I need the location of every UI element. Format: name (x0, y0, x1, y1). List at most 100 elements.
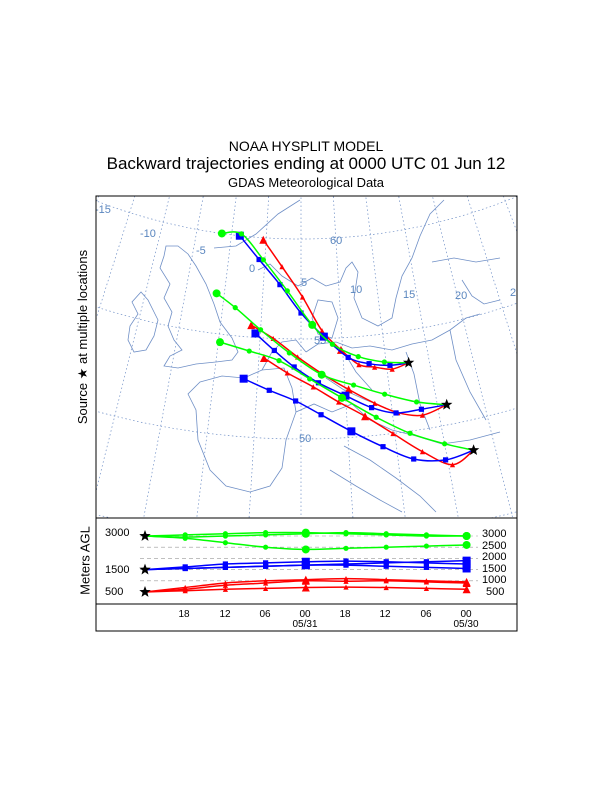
trajectory-point-marker (380, 444, 386, 450)
trajectory-point-marker (263, 578, 269, 584)
trajectory-point-marker (423, 578, 429, 584)
longitude-line (96, 196, 170, 493)
trajectory-point-marker (217, 229, 226, 238)
trajectory-point-marker (276, 358, 282, 364)
trajectory-tracks (212, 229, 480, 468)
trajectory-point-marker (390, 430, 396, 437)
trajectory-point-marker (442, 441, 448, 447)
trajectory-point-marker (383, 532, 389, 538)
trajectory-point-marker (232, 305, 238, 311)
trajectory-point-marker (216, 338, 225, 347)
left-level-label: 500 (105, 586, 123, 598)
coast-low-countries (261, 339, 307, 371)
trajectory-point-marker (286, 350, 292, 356)
lon-label: -10 (140, 228, 156, 240)
trajectory-point-marker (301, 545, 310, 554)
lon-label: 10 (350, 284, 362, 296)
x-tick-label: 00 (299, 609, 311, 620)
trajectory-point-marker (293, 398, 299, 404)
longitude-line (466, 196, 517, 356)
trajectory-point-marker (462, 556, 471, 565)
trajectory-point-marker (222, 540, 228, 546)
coastlines (127, 199, 501, 513)
coast-denmark (311, 299, 339, 339)
x-date-label: 05/30 (453, 619, 478, 630)
lon-label: -5 (196, 245, 206, 257)
trajectory-point-marker (423, 533, 429, 539)
trajectory-point-marker (366, 361, 372, 367)
trajectory-point-marker (315, 380, 322, 386)
trajectory-line (263, 357, 475, 466)
longitude-line (332, 196, 354, 518)
data-source-label: GDAS Meteorological Data (227, 175, 385, 190)
trajectory-point-marker (419, 449, 426, 455)
time-axis: 18 12 06 00 18 12 06 00 05/31 05/30 (178, 609, 479, 630)
trajectory-point-marker (301, 528, 310, 537)
trajectory-point-marker (423, 564, 429, 570)
trajectory-line (243, 378, 474, 462)
trajectory-point-marker (383, 584, 389, 591)
right-level-label: 3000 (482, 528, 506, 540)
trajectory-point-marker (383, 560, 389, 566)
trajectory-point-marker (462, 540, 471, 549)
trajectory-point-marker (263, 560, 269, 566)
lon-label: 25 (510, 287, 522, 299)
trajectory-point-marker (382, 391, 388, 397)
coast-gulf-of-finland (431, 257, 501, 305)
trajectory-point-marker (418, 406, 425, 412)
trajectory-point-marker (263, 530, 269, 536)
trajectory-point-marker (239, 374, 248, 383)
height-source-stars (139, 530, 151, 597)
trajectory-point-marker (336, 399, 342, 405)
trajectory-point-marker (423, 585, 429, 592)
longitude-line (143, 196, 204, 518)
longitude-line (398, 196, 459, 518)
trajectory-point-marker (301, 575, 310, 584)
trajectory-point-marker (383, 563, 389, 569)
source-star-icon (467, 444, 480, 455)
trajectory-line (216, 292, 447, 406)
left-level-label: 3000 (105, 527, 129, 539)
trajectory-point-marker (393, 410, 399, 416)
trajectory-point-marker (413, 399, 420, 405)
trajectory-point-marker (318, 412, 324, 418)
trajectory-point-marker (222, 561, 228, 567)
trajectory-point-marker (355, 354, 361, 360)
trajectory-point-marker (298, 310, 304, 316)
right-level-label: 1000 (482, 574, 506, 586)
trajectory-point-marker (361, 412, 370, 421)
longitude-line (502, 196, 517, 233)
trajectory-point-marker (257, 327, 264, 333)
lat-label: 60 (330, 235, 342, 247)
trajectory-point-marker (462, 532, 471, 540)
x-tick-label: 00 (460, 609, 472, 620)
trajectory-point-marker (423, 559, 429, 565)
chart-title: NOAA HYSPLIT MODEL (228, 138, 384, 154)
trajectory-point-marker (383, 577, 389, 583)
longitude-line (248, 196, 270, 518)
trajectory-point-marker (284, 288, 290, 294)
trajectory-point-marker (343, 531, 349, 537)
latitude-line (106, 97, 496, 139)
latitude-line (96, 407, 517, 440)
longitude-line (196, 196, 237, 518)
source-trajectory-group (212, 289, 453, 418)
trajectory-point-marker (338, 393, 347, 402)
lon-label: 0 (249, 263, 255, 275)
trajectory-point-marker (319, 328, 325, 334)
map-panel: -15 -10 -5 0 5 10 15 20 25 60 55 50 (96, 97, 522, 518)
trajectory-point-marker (259, 354, 268, 363)
coast-france (187, 367, 297, 493)
trajectory-point-marker (182, 588, 188, 594)
trajectory-point-marker (299, 294, 306, 300)
trajectory-point-marker (344, 385, 353, 394)
x-date-label: 05/31 (292, 619, 317, 630)
trajectory-point-marker (308, 320, 317, 329)
height-profiles (144, 528, 471, 594)
latitude-line (96, 196, 517, 240)
trajectory-point-marker (343, 575, 349, 582)
lon-label: 5 (301, 277, 307, 289)
trajectory-point-marker (238, 231, 245, 237)
height-star-icon (139, 563, 151, 575)
